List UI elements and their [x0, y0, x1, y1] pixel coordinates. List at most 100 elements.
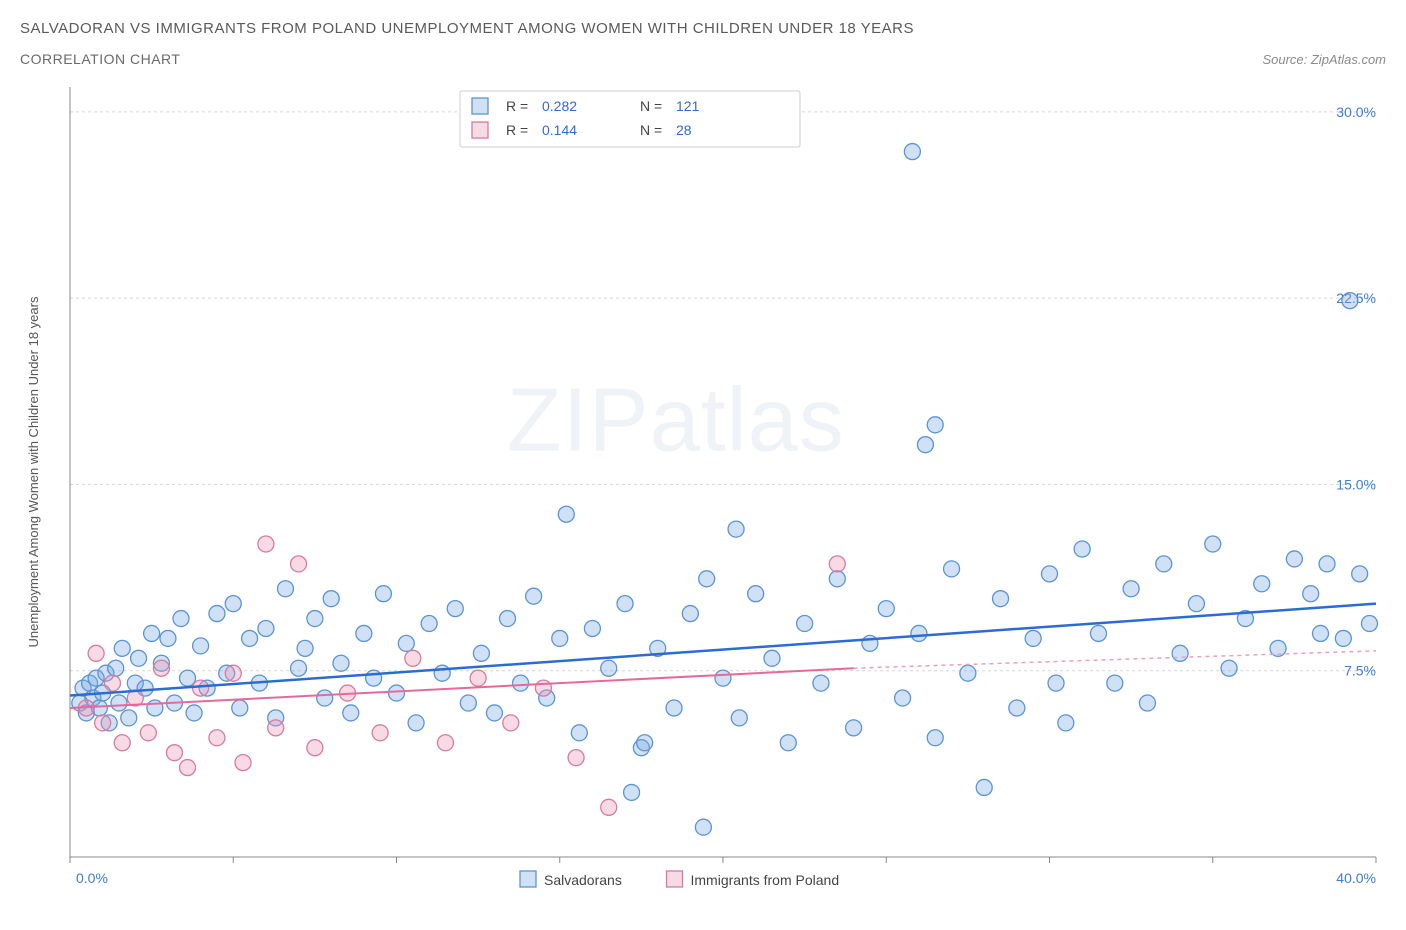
salvadorans-point [1335, 630, 1351, 646]
salvadorans-point [1123, 581, 1139, 597]
salvadorans-point [1048, 675, 1064, 691]
svg-text:N =: N = [640, 122, 662, 138]
salvadorans-point [927, 730, 943, 746]
salvadorans-point [846, 720, 862, 736]
salvadorans-point [333, 655, 349, 671]
salvadorans-point [408, 715, 424, 731]
poland-point [140, 725, 156, 741]
poland-point [88, 645, 104, 661]
salvadorans-point [878, 601, 894, 617]
poland-point [307, 740, 323, 756]
salvadorans-point [748, 586, 764, 602]
salvadorans-point [258, 620, 274, 636]
salvadorans-point [993, 591, 1009, 607]
salvadorans-point [500, 611, 516, 627]
salvadorans-point [917, 437, 933, 453]
salvadorans-point [960, 665, 976, 681]
salvadorans-point [976, 779, 992, 795]
svg-text:121: 121 [676, 98, 700, 114]
salvadorans-point [1319, 556, 1335, 572]
poland-point [193, 680, 209, 696]
poland-point [829, 556, 845, 572]
salvadorans-point [186, 705, 202, 721]
svg-text:0.144: 0.144 [542, 122, 577, 138]
salvadorans-point [1090, 625, 1106, 641]
salvadorans-point [715, 670, 731, 686]
salvadorans-point [829, 571, 845, 587]
poland-point [437, 735, 453, 751]
salvadorans-point [1042, 566, 1058, 582]
svg-text:7.5%: 7.5% [1344, 663, 1376, 679]
salvadorans-point [447, 601, 463, 617]
poland-point [104, 675, 120, 691]
salvadorans-point [323, 591, 339, 607]
salvadorans-point [486, 705, 502, 721]
salvadorans-point [1303, 586, 1319, 602]
salvadorans-point [927, 417, 943, 433]
poland-point [372, 725, 388, 741]
poland-point [601, 799, 617, 815]
salvadorans-point [797, 616, 813, 632]
svg-text:0.282: 0.282 [542, 98, 577, 114]
salvadorans-point [193, 638, 209, 654]
salvadorans-point [1286, 551, 1302, 567]
poland-point [470, 670, 486, 686]
salvadorans-point [356, 625, 372, 641]
salvadorans-point [434, 665, 450, 681]
poland-point [166, 745, 182, 761]
salvadorans-point [209, 606, 225, 622]
salvadorans-point [558, 506, 574, 522]
salvadorans-point [317, 690, 333, 706]
svg-text:Immigrants from Poland: Immigrants from Poland [691, 872, 840, 888]
salvadorans-point [637, 735, 653, 751]
salvadorans-point [160, 630, 176, 646]
salvadorans-point [699, 571, 715, 587]
chart-title: SALVADORAN VS IMMIGRANTS FROM POLAND UNE… [20, 20, 1386, 37]
salvadorans-point [111, 695, 127, 711]
poland-point [114, 735, 130, 751]
salvadorans-point [421, 616, 437, 632]
salvadorans-point [343, 705, 359, 721]
salvadorans-point [526, 588, 542, 604]
svg-text:N =: N = [640, 98, 662, 114]
poland-point [503, 715, 519, 731]
salvadorans-point [1156, 556, 1172, 572]
salvadorans-point [1074, 541, 1090, 557]
salvadorans-point [1342, 293, 1358, 309]
salvadorans-point [108, 660, 124, 676]
salvadorans-point [728, 521, 744, 537]
salvadorans-point [1352, 566, 1368, 582]
salvadorans-point [277, 581, 293, 597]
salvadorans-point [1025, 630, 1041, 646]
salvadorans-point [666, 700, 682, 716]
salvadorans-point [1139, 695, 1155, 711]
salvadorans-point [291, 660, 307, 676]
salvadorans-point [147, 700, 163, 716]
salvadorans-point [584, 620, 600, 636]
salvadorans-point [513, 675, 529, 691]
svg-text:40.0%: 40.0% [1336, 870, 1376, 886]
svg-text:R =: R = [506, 98, 528, 114]
svg-text:28: 28 [676, 122, 692, 138]
salvadorans-point [114, 640, 130, 656]
salvadorans-point [1361, 616, 1377, 632]
salvadorans-point [764, 650, 780, 666]
salvadorans-point [780, 735, 796, 751]
svg-text:15.0%: 15.0% [1336, 476, 1376, 492]
chart-source: Source: ZipAtlas.com [1262, 52, 1386, 67]
salvadorans-point [225, 596, 241, 612]
svg-text:30.0%: 30.0% [1336, 104, 1376, 120]
salvadorans-point [571, 725, 587, 741]
poland-point [535, 680, 551, 696]
poland-point [153, 660, 169, 676]
salvadorans-point [242, 630, 258, 646]
poland-point [405, 650, 421, 666]
salvadorans-point [1188, 596, 1204, 612]
poland-point [291, 556, 307, 572]
poland-point [180, 760, 196, 776]
poland-point [209, 730, 225, 746]
salvadorans-point [144, 625, 160, 641]
salvadorans-point [911, 625, 927, 641]
salvadorans-point [1009, 700, 1025, 716]
salvadorans-point [398, 635, 414, 651]
